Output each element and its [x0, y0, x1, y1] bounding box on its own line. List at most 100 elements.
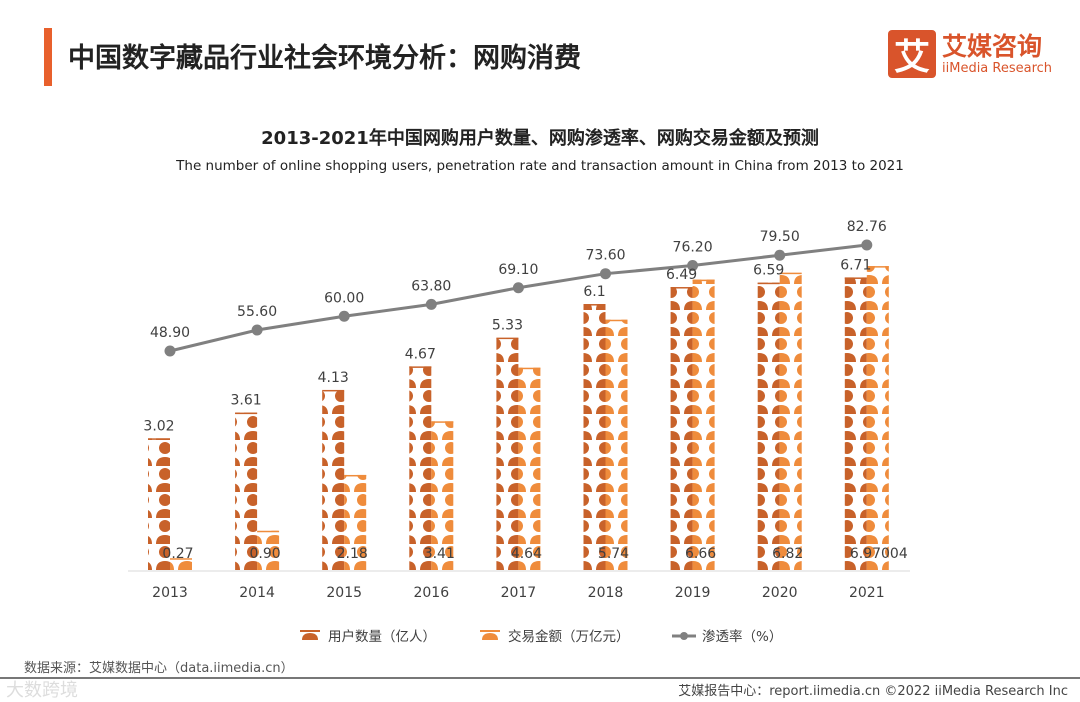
penetration-point	[687, 260, 699, 272]
transaction-amount-label: 0.27	[162, 546, 193, 562]
user-count-label: 4.67	[405, 346, 436, 362]
user-count-bar	[496, 337, 519, 570]
penetration-label: 69.10	[498, 262, 538, 278]
user-count-bar-cap	[757, 282, 780, 285]
legend-marker-icon	[680, 632, 688, 640]
user-count-bar-cap	[496, 337, 519, 340]
transaction-amount-label: 4.64	[511, 546, 542, 562]
transaction-amount-label: 5.74	[598, 546, 629, 562]
transaction-amount-bar	[605, 319, 628, 570]
user-count-bar	[322, 389, 345, 570]
penetration-point	[861, 239, 873, 251]
penetration-label: 76.20	[673, 240, 713, 256]
penetration-point	[512, 282, 524, 294]
user-count-bar-cap	[583, 304, 606, 306]
x-tick-label: 2018	[588, 585, 624, 601]
logo: 艾 艾媒咨询 iiMedia Research	[888, 30, 1052, 78]
penetration-label: 55.60	[237, 304, 277, 320]
legend-cap-icon	[480, 630, 500, 632]
transaction-amount-bar-cap	[344, 474, 367, 477]
penetration-label: 60.00	[324, 290, 364, 306]
user-count-label: 3.02	[143, 418, 174, 434]
penetration-label: 48.90	[150, 325, 190, 341]
data-source: 数据来源：艾媒数据中心（data.iimedia.cn）	[24, 661, 294, 676]
user-count-bar	[235, 412, 258, 570]
legend-person-icon	[482, 633, 498, 640]
footer-report: 艾媒报告中心：report.iimedia.cn ©2022 iiMedia R…	[678, 684, 1068, 699]
user-count-bar	[844, 277, 867, 570]
user-count-bar-cap	[322, 389, 345, 392]
penetration-label: 73.60	[585, 248, 625, 264]
logo-en: iiMedia Research	[942, 60, 1053, 76]
x-tick-label: 2017	[501, 585, 537, 601]
x-tick-label: 2013	[152, 585, 188, 601]
transaction-amount-bar-cap	[257, 530, 280, 533]
penetration-point	[774, 249, 786, 261]
user-count-label: 6.59	[753, 263, 784, 279]
legend-item: 渗透率（%）	[672, 628, 782, 645]
penetration-point	[600, 268, 611, 280]
chart-title: 2013-2021年中国网购用户数量、网购渗透率、网购交易金额及预测	[261, 128, 819, 149]
transaction-amount-bar	[257, 530, 280, 570]
user-count-label: 3.61	[231, 393, 262, 409]
page-title: 中国数字藏品行业社会环境分析：网购消费	[68, 43, 581, 74]
transaction-amount-bar-cap	[431, 421, 454, 423]
penetration-point	[425, 298, 437, 310]
logo-mark: 艾	[888, 30, 936, 78]
user-count-bar	[583, 304, 606, 570]
user-count-bar-cap	[409, 366, 432, 368]
penetration-label: 63.80	[411, 278, 451, 294]
transaction-amount-bar-cap	[605, 319, 628, 322]
user-count-bar-cap	[844, 277, 867, 279]
transaction-amount-bar	[866, 266, 889, 570]
transaction-amount-label: 0.90	[250, 546, 281, 562]
transaction-amount-bar-cap	[779, 272, 802, 275]
user-count-bar	[148, 438, 170, 570]
x-tick-label: 2014	[239, 585, 275, 601]
transaction-amount-bar-cap	[692, 279, 715, 282]
transaction-amount-label: 6.97004	[850, 546, 908, 562]
user-count-bar	[409, 366, 432, 570]
transaction-amount-bar-cap	[518, 367, 541, 370]
user-count-label: 6.49	[666, 267, 697, 283]
transaction-amount-bar	[692, 279, 715, 570]
transaction-amount-bar	[431, 421, 454, 570]
user-count-bar-cap	[148, 438, 170, 440]
transaction-amount-bar-cap	[866, 266, 889, 268]
user-count-label: 6.1	[583, 284, 605, 300]
transaction-amount-label: 2.18	[337, 546, 368, 562]
transaction-amount-label: 6.66	[685, 546, 716, 562]
x-tick-label: 2019	[675, 585, 711, 601]
watermark: 大数跨境	[6, 680, 78, 701]
x-tick-label: 2020	[762, 585, 798, 601]
user-count-bar	[757, 282, 780, 570]
penetration-point	[338, 310, 350, 322]
legend-label: 渗透率（%）	[702, 628, 782, 645]
penetration-label: 79.50	[760, 229, 800, 245]
transaction-amount-label: 6.82	[772, 546, 803, 562]
penetration-label: 82.76	[847, 219, 887, 235]
legend-item: 交易金额（万亿元）	[480, 628, 630, 645]
transaction-amount-bar	[344, 474, 367, 570]
legend-cap-icon	[300, 630, 320, 632]
legend-label: 用户数量（亿人）	[328, 628, 436, 645]
x-tick-label: 2016	[413, 585, 449, 601]
legend-item: 用户数量（亿人）	[300, 628, 436, 645]
user-count-bar-cap	[235, 412, 258, 415]
transaction-amount-bar	[518, 367, 541, 570]
transaction-amount-label: 3.41	[424, 546, 455, 562]
user-count-label: 6.71	[840, 257, 871, 273]
user-count-label: 4.13	[318, 370, 349, 386]
user-count-label: 5.33	[492, 318, 523, 334]
legend-person-icon	[302, 633, 318, 640]
user-count-bar-cap	[670, 287, 693, 289]
transaction-amount-bar	[170, 558, 192, 570]
footer-divider	[0, 677, 1080, 679]
logo-cn: 艾媒咨询	[942, 31, 1043, 61]
legend-label: 交易金额（万亿元）	[508, 628, 630, 645]
user-count-bar	[670, 287, 693, 570]
penetration-point	[251, 324, 263, 336]
x-tick-label: 2015	[326, 585, 362, 601]
chart-subtitle: The number of online shopping users, pen…	[176, 158, 904, 174]
